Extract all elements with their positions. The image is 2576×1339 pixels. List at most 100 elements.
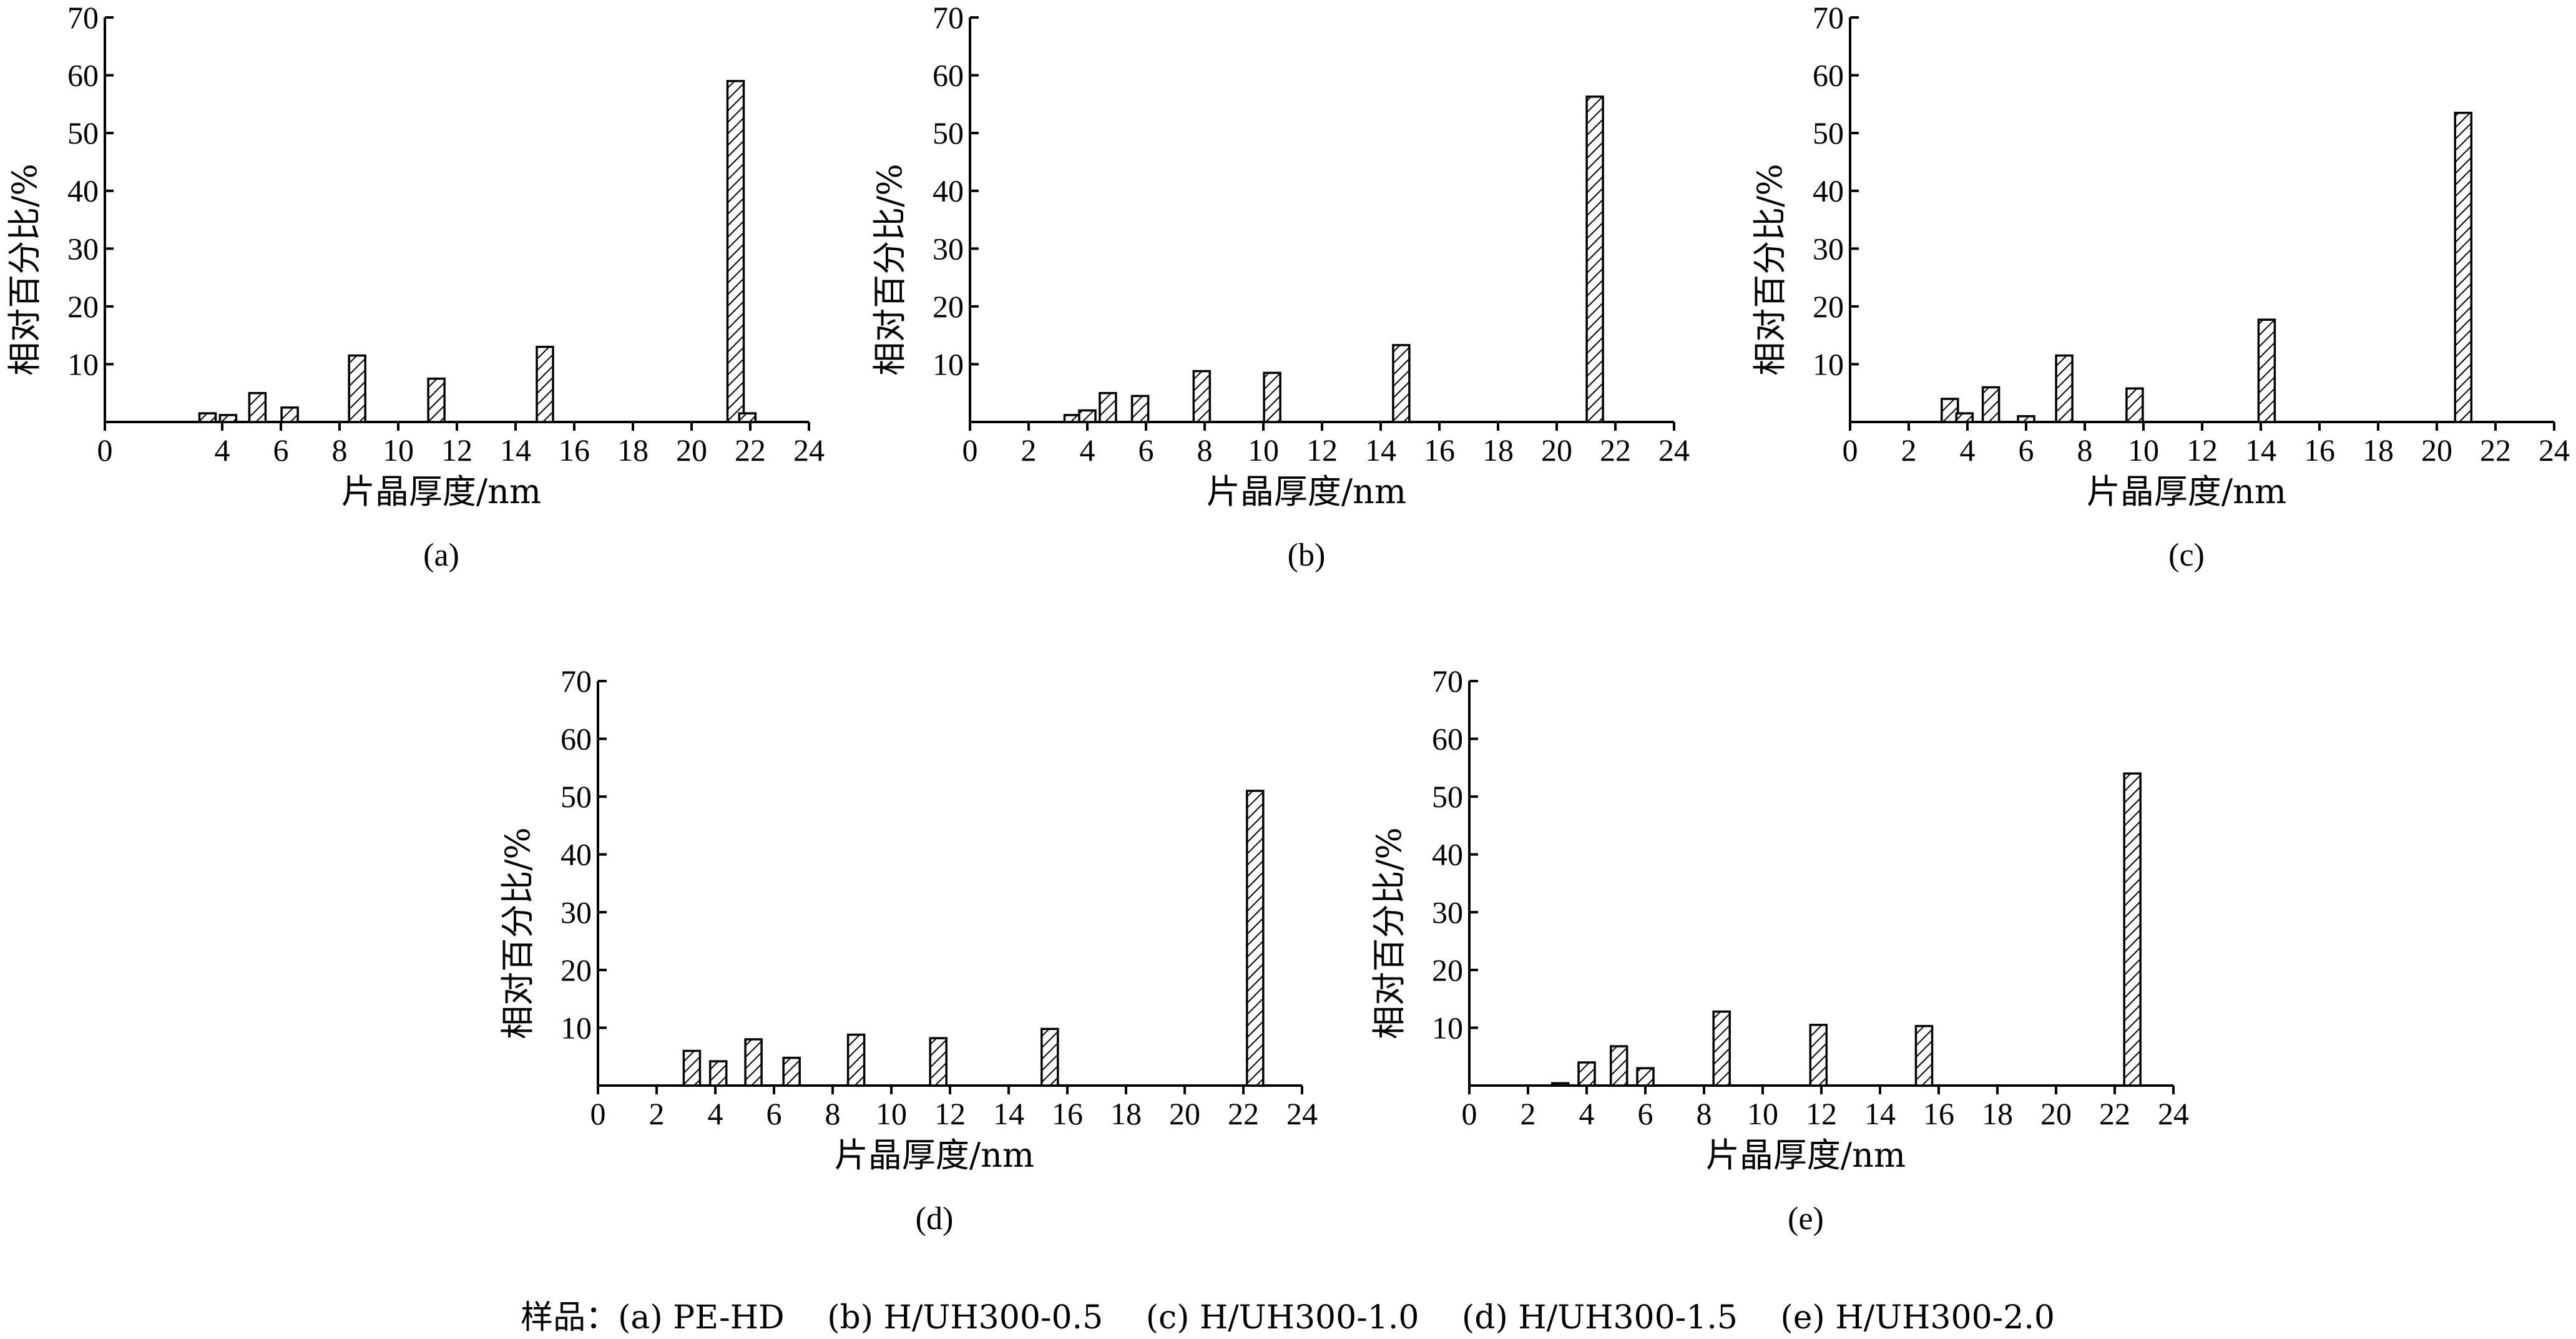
x-tick-label: 0: [1843, 433, 1858, 468]
y-tick-label: 70: [1432, 664, 1463, 699]
y-tick-label: 20: [67, 289, 99, 324]
x-tick-label: 0: [97, 433, 113, 468]
y-tick-label: 50: [67, 115, 99, 150]
y-tick-label: 30: [1432, 895, 1463, 929]
bar: [738, 412, 757, 423]
bar: [2055, 354, 2074, 423]
bar: [1981, 386, 2001, 423]
x-tick-label: 18: [617, 433, 649, 468]
y-tick-label: 40: [561, 837, 592, 872]
bar: [2454, 111, 2473, 423]
y-tick-label: 40: [67, 174, 99, 208]
bar: [348, 354, 366, 423]
bar: [1609, 1045, 1628, 1087]
x-tick-label: 4: [1960, 433, 1976, 468]
bar: [1099, 391, 1117, 423]
bar: [744, 1038, 763, 1087]
y-tick-label: 70: [561, 664, 592, 699]
y-tick-label: 10: [561, 1010, 592, 1045]
y-tick-label: 10: [1813, 346, 1844, 381]
y-tick-label: 60: [1813, 58, 1844, 93]
bar: [1712, 1010, 1731, 1087]
x-tick-label: 2: [1521, 1096, 1536, 1131]
x-tick-label: 10: [876, 1096, 907, 1131]
x-tick-label: 10: [383, 433, 414, 468]
bar: [1392, 344, 1411, 423]
x-tick-label: 12: [2187, 433, 2218, 468]
y-tick-label: 20: [1813, 289, 1844, 324]
y-tick-label: 40: [933, 174, 964, 208]
x-tick-label: 6: [766, 1096, 782, 1131]
x-tick-label: 12: [1306, 433, 1338, 468]
y-tick-label: 40: [1813, 174, 1844, 208]
bar: [1192, 370, 1212, 423]
x-tick-label: 10: [2128, 433, 2159, 468]
x-tick-label: 6: [1139, 433, 1154, 468]
x-tick-label: 22: [1228, 1096, 1259, 1131]
y-tick-label: 50: [561, 779, 592, 814]
y-tick-label: 30: [933, 231, 964, 266]
x-tick-label: 0: [962, 433, 978, 468]
y-tick-label: 60: [933, 58, 964, 93]
bar: [2017, 414, 2035, 423]
bar: [2257, 318, 2276, 423]
x-tick-label: 6: [2019, 433, 2034, 468]
x-axis-label: 片晶厚度/nm: [1207, 472, 1406, 511]
x-tick-label: 12: [1806, 1096, 1837, 1131]
panel-label: (d): [916, 1201, 954, 1237]
x-tick-label: 4: [1579, 1096, 1595, 1131]
bar: [1585, 96, 1604, 423]
x-tick-label: 16: [2304, 433, 2335, 468]
bar: [682, 1049, 702, 1087]
x-tick-label: 24: [2158, 1096, 2189, 1131]
x-axis-label: 片晶厚度/nm: [1706, 1135, 1906, 1175]
x-tick-label: 16: [1923, 1096, 1954, 1131]
chart-panel-a: 10 20 30 40 50 60 70 0 4 6 8 10 12 14 16 18 20 22 24 片晶厚度/n…: [5, 0, 825, 573]
bar: [198, 412, 217, 423]
bar: [1914, 1024, 1934, 1087]
x-tick-label: 4: [1080, 433, 1095, 468]
y-tick-label: 30: [1813, 231, 1844, 266]
x-tick-label: 6: [1638, 1096, 1653, 1131]
y-tick-label: 20: [933, 289, 964, 324]
y-tick-label: 30: [561, 895, 592, 929]
bar: [1941, 398, 1959, 423]
x-tick-label: 18: [1482, 433, 1514, 468]
y-tick-label: 60: [67, 58, 99, 93]
x-tick-label: 20: [2421, 433, 2452, 468]
bar: [280, 406, 299, 423]
bar: [2125, 387, 2144, 423]
x-tick-label: 10: [1747, 1096, 1778, 1131]
x-tick-label: 22: [735, 433, 766, 468]
x-tick-label: 16: [1052, 1096, 1083, 1131]
x-tick-label: 0: [1462, 1096, 1477, 1131]
x-axis-label: 片晶厚度/nm: [341, 472, 541, 511]
x-tick-label: 12: [441, 433, 473, 468]
x-tick-label: 16: [1424, 433, 1455, 468]
bar: [218, 414, 238, 423]
y-axis-label: 相对百分比/%: [1369, 827, 1409, 1039]
panel-label: (a): [423, 537, 459, 573]
bar: [1246, 790, 1265, 1087]
panel-label: (c): [2168, 537, 2205, 573]
y-tick-label: 70: [67, 0, 99, 35]
y-tick-label: 50: [1432, 779, 1463, 814]
x-tick-label: 24: [1658, 433, 1690, 468]
x-tick-label: 18: [2363, 433, 2394, 468]
y-tick-label: 50: [1813, 115, 1844, 150]
bar: [782, 1056, 801, 1087]
x-tick-label: 24: [2539, 433, 2570, 468]
x-tick-label: 0: [590, 1096, 606, 1131]
x-tick-label: 8: [332, 433, 348, 468]
bar: [1955, 412, 1974, 423]
x-tick-label: 14: [993, 1096, 1024, 1131]
x-tick-label: 8: [2077, 433, 2093, 468]
figure-caption: 样品：(a) PE-HD (b) H/UH300-0.5 (c) H/UH300…: [521, 1299, 2055, 1337]
x-tick-label: 10: [1248, 433, 1279, 468]
x-tick-label: 20: [1169, 1096, 1200, 1131]
x-tick-label: 20: [1541, 433, 1572, 468]
bar: [1041, 1028, 1059, 1087]
